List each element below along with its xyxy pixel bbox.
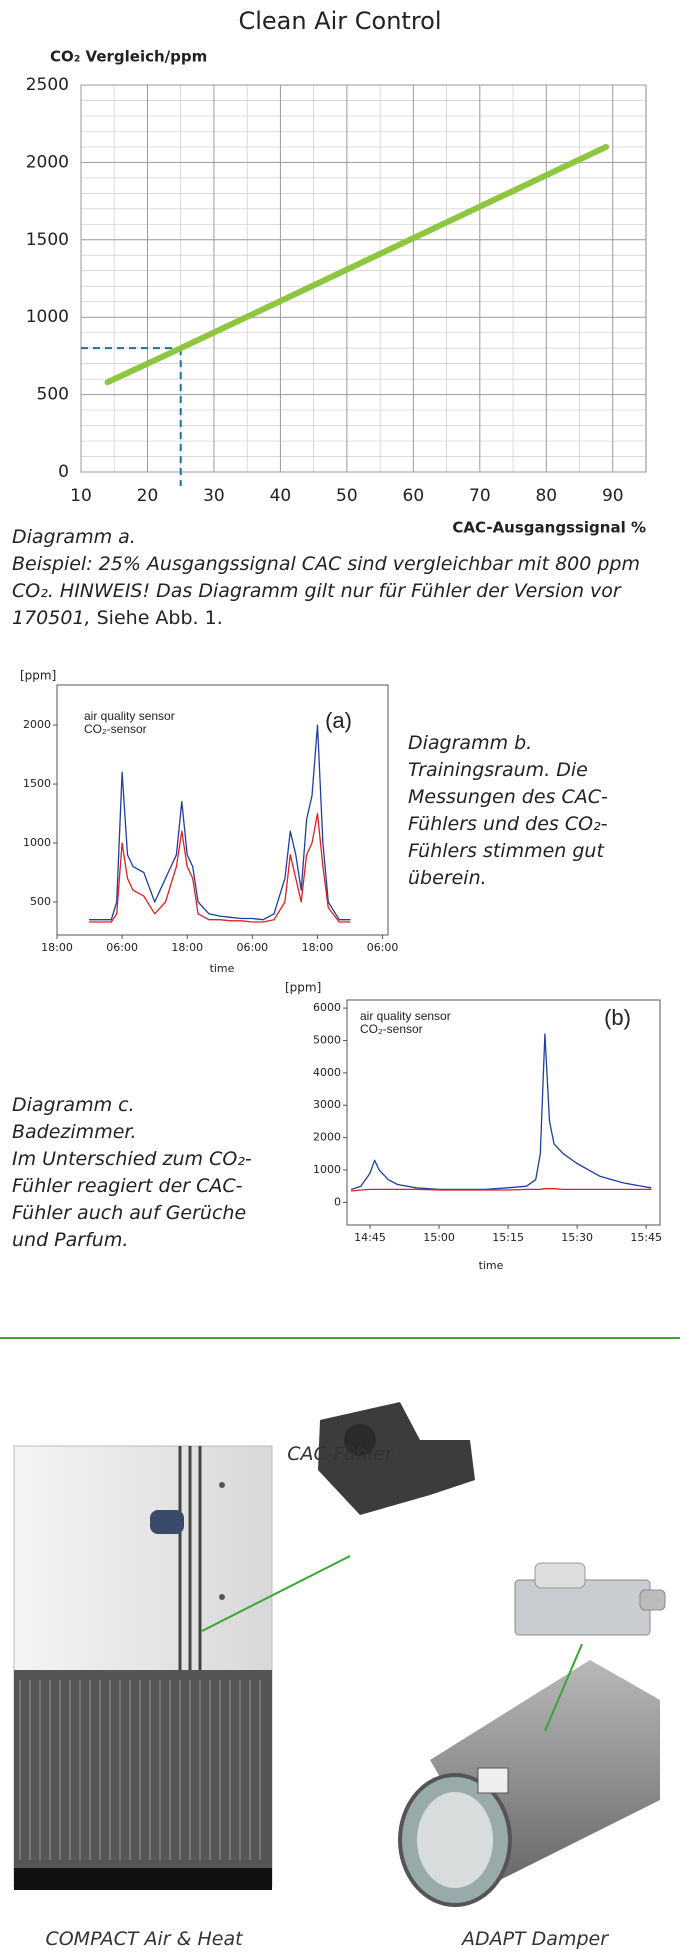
legend-entry: CO₂-sensor (84, 722, 147, 736)
y-tick-label: 0 (334, 1195, 341, 1208)
y-tick-label: 3000 (313, 1098, 341, 1111)
panel-label: (a) (325, 708, 352, 733)
y-tick-label: 0 (58, 462, 69, 482)
caption-text: Im Unterschied zum CO₂-Fühler reagiert d… (12, 1148, 252, 1251)
x-tick-label: 50 (336, 486, 358, 506)
caption-title: Diagramm c. Badezimmer. (12, 1094, 137, 1143)
y-tick-label: 2000 (313, 1131, 341, 1144)
caption-title: Diagramm a. (12, 526, 136, 548)
x-tick-label: 06:00 (367, 941, 399, 954)
x-tick-label: 15:00 (423, 1231, 455, 1244)
legend-entry: air quality sensor (84, 709, 175, 723)
connector (201, 1555, 351, 1632)
x-tick-label: 14:45 (354, 1231, 386, 1244)
y-axis-label: [ppm] (285, 981, 321, 995)
panel-label: (b) (604, 1005, 631, 1030)
data-line (88, 812, 351, 923)
data-line (350, 1188, 652, 1192)
x-tick-label: 06:00 (236, 941, 268, 954)
x-axis-label: time (479, 1259, 504, 1272)
small-sensor-photo (514, 1562, 666, 1636)
caption-b: Diagramm b. Trainingsraum. Die Messungen… (408, 732, 608, 889)
y-tick-label: 5000 (313, 1033, 341, 1046)
x-tick-label: 70 (469, 486, 491, 506)
y-tick-label: 2000 (23, 718, 51, 731)
y-tick-label: 2500 (26, 75, 69, 95)
x-tick-label: 06:00 (106, 941, 138, 954)
x-tick-label: 90 (602, 486, 624, 506)
product-label: CAC-Fühler (287, 1443, 393, 1465)
damper-photo (398, 1660, 660, 1907)
x-tick-label: 18:00 (171, 941, 203, 954)
data-line (88, 724, 351, 921)
x-axis-label: time (210, 962, 235, 975)
y-tick-label: 4000 (313, 1066, 341, 1079)
y-tick-label: 500 (30, 895, 51, 908)
caption-note: Beispiel: 25% Ausgangssignal CAC sind ve… (12, 553, 641, 629)
product-label: ADAPT Damper (461, 1928, 609, 1950)
y-tick-label: 2000 (26, 152, 69, 172)
y-tick-label: 1000 (23, 836, 51, 849)
x-tick-label: 40 (270, 486, 292, 506)
data-line (350, 1033, 652, 1191)
y-tick-label: 1000 (26, 307, 69, 327)
page-title: Clean Air Control (238, 7, 441, 35)
y-axis-label: [ppm] (20, 669, 56, 683)
y-tick-label: 6000 (313, 1001, 341, 1014)
x-tick-label: 10 (70, 486, 92, 506)
x-tick-label: 15:15 (492, 1231, 524, 1244)
y-tick-label: 500 (37, 385, 69, 405)
plot-frame (80, 84, 647, 473)
plot-frame (346, 999, 661, 1226)
x-tick-label: 60 (403, 486, 425, 506)
product-label: COMPACT Air & Heat (45, 1928, 243, 1950)
y-tick-label: 1500 (23, 777, 51, 790)
y-tick-label: 1500 (26, 230, 69, 250)
y-tick-label: 1000 (313, 1163, 341, 1176)
legend-entry: CO₂-sensor (360, 1022, 423, 1036)
connector (544, 1643, 583, 1732)
plot-frame (56, 684, 389, 936)
y-axis-label: CO₂ Vergleich/ppm (50, 48, 207, 66)
caption-reference: Siehe Abb. 1. (96, 607, 223, 629)
x-tick-label: 18:00 (41, 941, 73, 954)
data-line (104, 143, 610, 386)
x-tick-label: 15:30 (561, 1231, 593, 1244)
x-tick-label: 20 (137, 486, 159, 506)
x-axis-label: CAC-Ausgangssignal % (452, 519, 646, 537)
sensor-photo (318, 1402, 475, 1515)
caption-c: Diagramm c. Badezimmer. Im Unterschied z… (12, 1092, 252, 1254)
x-tick-label: 30 (203, 486, 225, 506)
x-tick-label: 15:45 (630, 1231, 662, 1244)
caption-a: Diagramm a. Beispiel: 25% Ausgangssignal… (12, 524, 672, 632)
x-tick-label: 18:00 (302, 941, 334, 954)
legend-entry: air quality sensor (360, 1009, 451, 1023)
x-tick-label: 80 (535, 486, 557, 506)
cabinet-photo (13, 1445, 273, 1890)
